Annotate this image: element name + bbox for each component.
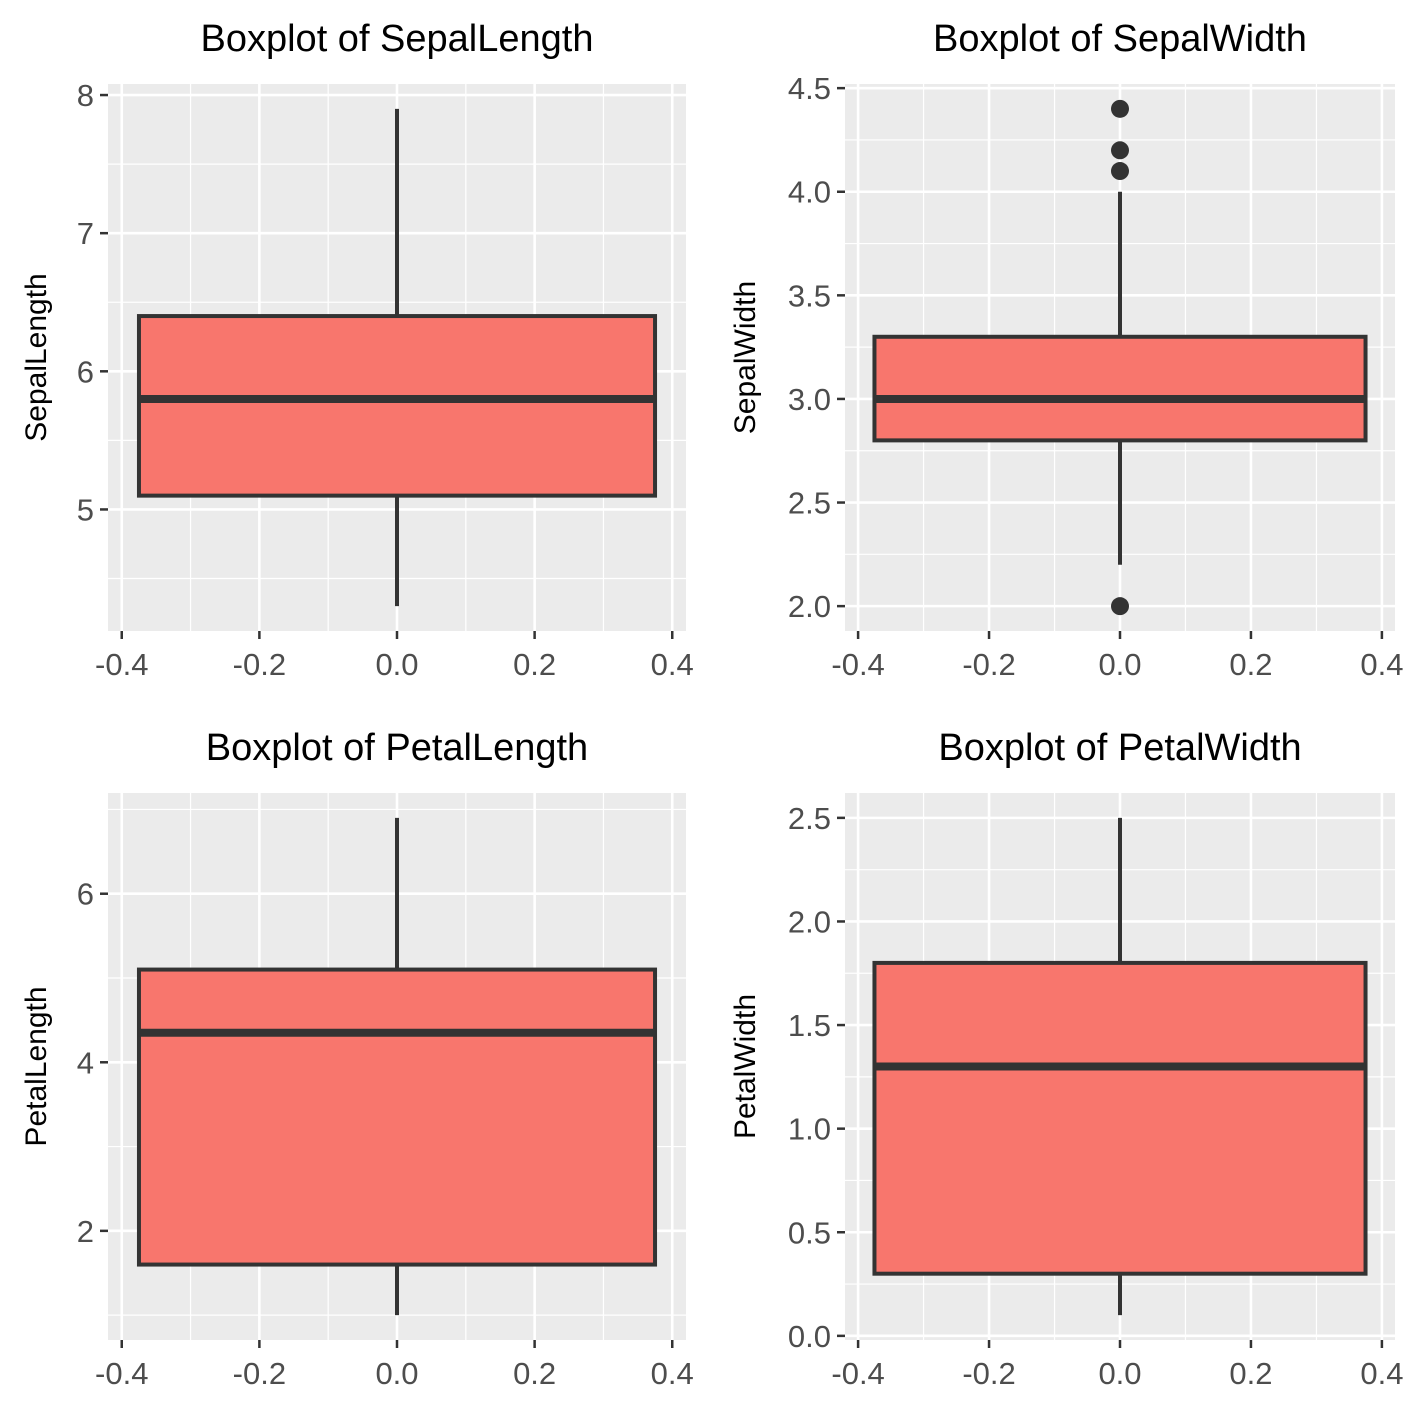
y-tick-label: 1.0 <box>788 1112 831 1147</box>
x-tick-label: -0.2 <box>962 1356 1015 1391</box>
box-iqr <box>872 334 1368 443</box>
chart-panel-2: -0.4 -0.2 0.0 0.2 0.4 2.0 2.5 3.0 3.5 4.0 4.5 Boxpl… <box>729 18 1403 682</box>
box-iqr <box>136 314 658 498</box>
x-tick-label: 0.4 <box>651 647 694 682</box>
y-tick-label: 3.5 <box>788 278 831 313</box>
chart-title: Boxplot of SepalLength <box>201 18 594 60</box>
x-tick-label: -0.2 <box>962 647 1015 682</box>
y-tick-label: 2.5 <box>788 486 831 521</box>
y-tick-label: 6 <box>77 877 94 912</box>
y-axis-title: PetalLength <box>20 986 53 1146</box>
chart-panel-4: -0.4 -0.2 0.0 0.2 0.4 0.0 0.5 1.0 1.5 2.0 2.5 Boxpl… <box>729 727 1403 1391</box>
y-tick-label: 7 <box>77 216 94 251</box>
outlier-point <box>1111 99 1129 118</box>
x-tick-label: -0.4 <box>95 647 148 682</box>
x-tick-label: 0.4 <box>1360 1356 1403 1391</box>
x-tick-label: 0.2 <box>1229 1356 1272 1391</box>
y-tick-label: 4.5 <box>788 71 831 106</box>
y-tick-label: 4 <box>77 1045 94 1080</box>
x-tick-label: -0.2 <box>233 1356 286 1391</box>
y-tick-label: 4.0 <box>788 175 831 210</box>
y-tick-label: 2.0 <box>788 589 831 624</box>
y-tick-label: 8 <box>77 78 94 113</box>
y-tick-label: 2.5 <box>788 801 831 836</box>
chart-title: Boxplot of SepalWidth <box>933 18 1307 60</box>
y-tick-label: 6 <box>77 354 94 389</box>
y-axis-title: PetalWidth <box>729 994 762 1139</box>
y-tick-label: 0.0 <box>788 1319 831 1354</box>
x-tick-label: 0.2 <box>513 647 556 682</box>
x-tick-label: 0.4 <box>1360 647 1403 682</box>
outlier-point <box>1111 141 1129 160</box>
chart-title: Boxplot of PetalWidth <box>938 727 1301 769</box>
x-tick-label: 0.2 <box>1229 647 1272 682</box>
chart-panel-3: -0.4 -0.2 0.0 0.2 0.4 2 4 6 Boxplot of PetalLeng… <box>20 727 694 1391</box>
chart-title: Boxplot of PetalLength <box>206 727 588 769</box>
x-tick-label: 0.4 <box>651 1356 694 1391</box>
x-tick-label: -0.2 <box>233 647 286 682</box>
x-tick-label: 0.0 <box>1098 647 1141 682</box>
x-tick-label: 0.0 <box>375 1356 418 1391</box>
x-tick-label: -0.4 <box>831 647 884 682</box>
box-iqr <box>872 960 1368 1276</box>
y-tick-label: 3.0 <box>788 382 831 417</box>
outlier-point <box>1111 162 1129 181</box>
x-tick-label: 0.0 <box>375 647 418 682</box>
outlier-point <box>1111 597 1129 616</box>
x-tick-label: 0.2 <box>513 1356 556 1391</box>
y-tick-label: 2 <box>77 1214 94 1249</box>
y-axis-title: SepalWidth <box>729 281 762 434</box>
chart-panel-1: -0.4 -0.2 0.0 0.2 0.4 5 6 7 8 Boxplot of SepalLen… <box>20 18 694 682</box>
y-tick-label: 0.5 <box>788 1215 831 1250</box>
box-iqr <box>136 967 658 1267</box>
x-tick-label: 0.0 <box>1098 1356 1141 1391</box>
y-tick-label: 1.5 <box>788 1008 831 1043</box>
x-tick-label: -0.4 <box>831 1356 884 1391</box>
y-tick-label: 2.0 <box>788 904 831 939</box>
y-tick-label: 5 <box>77 492 94 527</box>
y-axis-title: SepalLength <box>20 273 53 442</box>
x-tick-label: -0.4 <box>95 1356 148 1391</box>
